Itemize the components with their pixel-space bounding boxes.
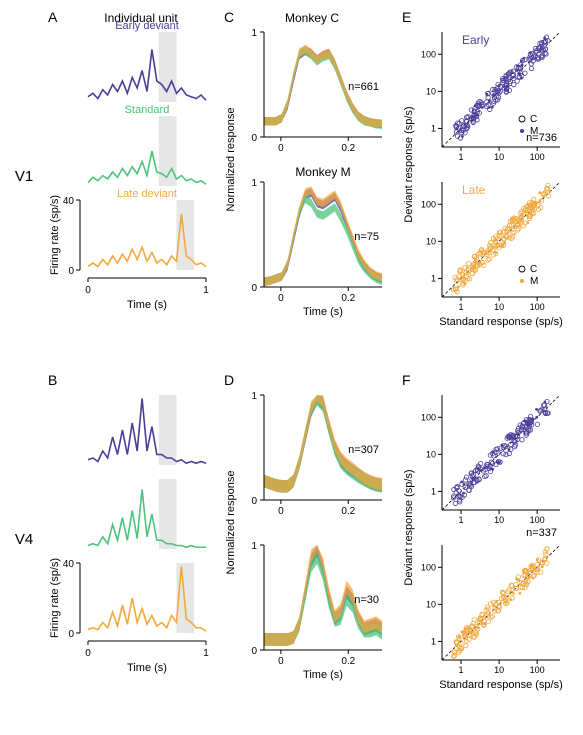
title-monkey-c: Monkey C <box>285 11 339 25</box>
panel-label-e: E <box>402 10 411 25</box>
svg-text:Time (s): Time (s) <box>127 299 167 311</box>
svg-text:1: 1 <box>459 302 464 312</box>
svg-text:1: 1 <box>251 541 257 552</box>
svg-text:M: M <box>530 276 538 287</box>
svg-text:100: 100 <box>530 152 545 162</box>
svg-text:C: C <box>530 264 537 275</box>
panel-label-b: B <box>48 373 57 388</box>
svg-text:0: 0 <box>68 629 74 640</box>
svg-text:0: 0 <box>278 656 284 667</box>
svg-text:1: 1 <box>251 391 257 402</box>
svg-text:100: 100 <box>421 49 436 59</box>
svg-text:C: C <box>530 114 537 125</box>
svg-text:1: 1 <box>251 178 257 189</box>
panel-b: B 40 0 Firing rate (sp/s) 0 1 Time (s) <box>46 373 214 706</box>
figure: V1 A Individual unit Early deviantStanda… <box>10 10 573 706</box>
panel-e: E 111010100100Earlyn=736CM111010100100La… <box>400 10 570 343</box>
svg-text:Early: Early <box>462 33 489 47</box>
svg-text:0: 0 <box>251 496 257 507</box>
panel-label-d: D <box>224 373 234 388</box>
svg-text:n=75: n=75 <box>354 231 379 243</box>
svg-text:0.2: 0.2 <box>341 656 355 667</box>
svg-text:1: 1 <box>251 28 257 39</box>
panel-label-a: A <box>48 10 58 25</box>
svg-text:n=337: n=337 <box>526 527 557 539</box>
svg-text:Firing rate (sp/s): Firing rate (sp/s) <box>49 195 61 275</box>
svg-text:Late deviant: Late deviant <box>117 188 177 200</box>
svg-text:10: 10 <box>426 236 436 246</box>
svg-text:Late: Late <box>462 183 486 197</box>
svg-text:Normalized response: Normalized response <box>225 471 237 575</box>
svg-text:1: 1 <box>431 486 436 496</box>
svg-text:Early deviant: Early deviant <box>115 20 179 32</box>
svg-text:0: 0 <box>278 143 284 154</box>
svg-text:0: 0 <box>85 648 91 659</box>
svg-text:1: 1 <box>431 123 436 133</box>
svg-text:0: 0 <box>85 285 91 296</box>
svg-text:1: 1 <box>203 285 209 296</box>
svg-text:100: 100 <box>421 562 436 572</box>
row-label-v4: V4 <box>10 373 38 706</box>
svg-text:Normalized response: Normalized response <box>225 108 237 212</box>
svg-text:Standard response (sp/s): Standard response (sp/s) <box>439 679 563 691</box>
svg-text:Firing rate (sp/s): Firing rate (sp/s) <box>49 558 61 638</box>
svg-text:10: 10 <box>494 515 504 525</box>
row-label-v1: V1 <box>10 10 38 343</box>
svg-text:40: 40 <box>63 196 75 207</box>
panel-a: A Individual unit Early deviantStandardL… <box>46 10 214 343</box>
svg-text:100: 100 <box>421 412 436 422</box>
svg-text:10: 10 <box>494 152 504 162</box>
panel-d: D 0 0.2 0 1 n=307 0 0.2 0 1 n=30 Normalized respon… <box>222 373 392 706</box>
svg-text:100: 100 <box>421 199 436 209</box>
svg-text:0: 0 <box>251 283 257 294</box>
panel-c: C Monkey C 0 0.2 0 1 n=661 0 0.2 0 1 n=75 Monkey M… <box>222 10 392 343</box>
svg-text:0: 0 <box>278 506 284 517</box>
svg-text:1: 1 <box>431 636 436 646</box>
svg-text:0.2: 0.2 <box>341 143 355 154</box>
svg-text:1: 1 <box>459 515 464 525</box>
panel-label-f: F <box>402 373 411 388</box>
svg-text:n=661: n=661 <box>348 81 379 93</box>
svg-text:Time (s): Time (s) <box>303 306 343 318</box>
svg-text:10: 10 <box>426 86 436 96</box>
svg-text:10: 10 <box>426 449 436 459</box>
svg-text:100: 100 <box>530 665 545 675</box>
svg-text:0: 0 <box>251 133 257 144</box>
svg-text:Standard: Standard <box>125 104 170 116</box>
svg-text:n=307: n=307 <box>348 444 379 456</box>
svg-text:40: 40 <box>63 559 75 570</box>
svg-text:1: 1 <box>203 648 209 659</box>
svg-text:0: 0 <box>68 266 74 277</box>
svg-text:Time (s): Time (s) <box>127 662 167 674</box>
svg-text:Standard response (sp/s): Standard response (sp/s) <box>439 316 563 328</box>
svg-text:0.2: 0.2 <box>341 506 355 517</box>
svg-text:10: 10 <box>494 302 504 312</box>
svg-text:n=30: n=30 <box>354 594 379 606</box>
svg-text:10: 10 <box>426 599 436 609</box>
svg-text:1: 1 <box>431 273 436 283</box>
panel-label-c: C <box>224 10 234 25</box>
svg-text:100: 100 <box>530 302 545 312</box>
svg-text:Deviant response (sp/s): Deviant response (sp/s) <box>403 106 415 222</box>
svg-text:0: 0 <box>278 293 284 304</box>
svg-text:Time (s): Time (s) <box>303 669 343 681</box>
svg-text:M: M <box>530 126 538 137</box>
svg-text:10: 10 <box>494 665 504 675</box>
svg-text:Deviant response (sp/s): Deviant response (sp/s) <box>403 469 415 585</box>
svg-text:0.2: 0.2 <box>341 293 355 304</box>
svg-text:0: 0 <box>251 646 257 657</box>
svg-text:1: 1 <box>459 152 464 162</box>
svg-text:Monkey M: Monkey M <box>295 165 350 179</box>
svg-text:100: 100 <box>530 515 545 525</box>
panel-f: F 1 1 10 10 100 100 n=337 1 1 10 10 100 100 Deviant r… <box>400 373 570 706</box>
svg-text:1: 1 <box>459 665 464 675</box>
